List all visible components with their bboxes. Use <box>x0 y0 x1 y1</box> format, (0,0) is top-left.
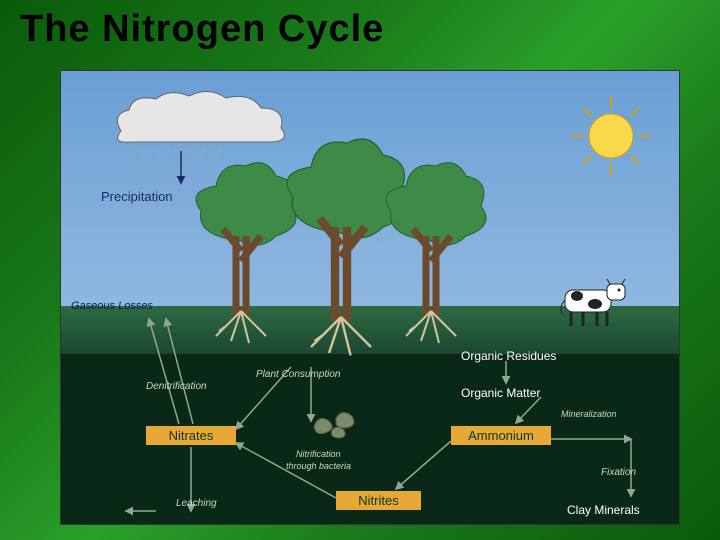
nitrogen-cycle-diagram: Precipitation Gaseous Losses Denitrificati… <box>60 70 680 525</box>
label-organic-matter: Organic Matter <box>461 386 540 400</box>
label-fixation: Fixation <box>601 467 636 478</box>
label-precipitation: Precipitation <box>101 189 173 204</box>
box-nitrites: Nitrites <box>336 491 421 510</box>
cow-icon <box>551 276 636 331</box>
slide: The Nitrogen Cycle <box>0 0 720 540</box>
label-nitrification: Nitrification <box>296 449 341 459</box>
tree-icon <box>287 139 407 355</box>
trees <box>61 71 681 391</box>
bacteria-icon <box>306 406 366 441</box>
tree-icon <box>386 163 486 343</box>
label-plant-consumption: Plant Consumption <box>256 369 341 380</box>
label-gaseous-losses: Gaseous Losses <box>71 300 153 312</box>
label-clay-minerals: Clay Minerals <box>567 503 640 517</box>
slide-title: The Nitrogen Cycle <box>20 8 384 51</box>
box-ammonium: Ammonium <box>451 426 551 445</box>
label-denitrification: Denitrification <box>146 381 207 392</box>
tree-icon <box>196 163 296 343</box>
label-through-bacteria: through bacteria <box>286 461 351 471</box>
label-leaching: Leaching <box>176 498 217 509</box>
label-mineralization: Mineralization <box>561 409 617 419</box>
label-organic-residues: Organic Residues <box>461 349 556 363</box>
box-nitrates: Nitrates <box>146 426 236 445</box>
